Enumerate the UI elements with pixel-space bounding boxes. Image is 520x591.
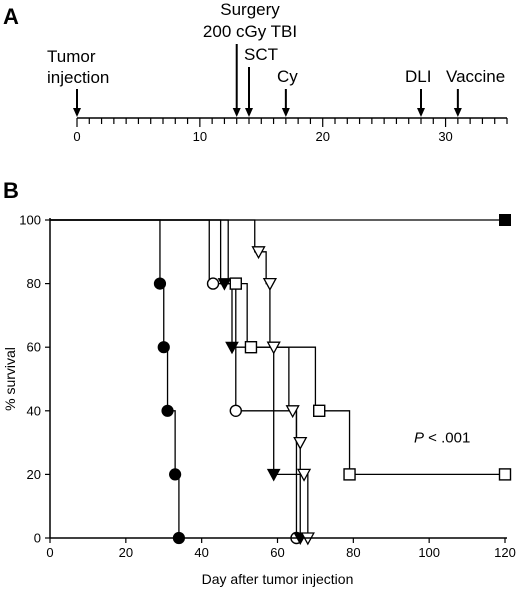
data-point-filled-triangle bbox=[217, 278, 232, 291]
event-label: DLI bbox=[405, 67, 431, 86]
x-tick-label: 0 bbox=[46, 545, 53, 560]
timeline-tick-label: 10 bbox=[193, 129, 207, 144]
data-point-filled-circle bbox=[169, 468, 182, 481]
survival-chart: 0 20 40 60 80 100 120 0 20 40 60 80 100 Day after tu… bbox=[2, 213, 516, 588]
y-tick-label: 80 bbox=[27, 276, 41, 291]
data-point-filled-circle bbox=[157, 341, 170, 354]
timeline-tick-label: 30 bbox=[438, 129, 452, 144]
event-label: Cy bbox=[277, 67, 298, 86]
data-point-open-triangle bbox=[266, 341, 281, 355]
data-point-open-triangle bbox=[296, 468, 312, 482]
data-point-filled-triangle bbox=[266, 468, 281, 482]
x-tick-label: 80 bbox=[346, 545, 360, 560]
data-point-open-square bbox=[313, 404, 326, 417]
survival-step-line bbox=[50, 219, 180, 538]
event-label: Surgery bbox=[220, 0, 280, 19]
data-point-open-circle bbox=[229, 404, 242, 417]
event-arrow-head bbox=[232, 108, 241, 117]
x-axis-label: Day after tumor injection bbox=[202, 571, 354, 587]
x-tick-label: 100 bbox=[418, 545, 440, 560]
y-tick-label: 100 bbox=[19, 213, 41, 228]
data-point-open-square bbox=[229, 277, 242, 290]
x-tick-label: 40 bbox=[194, 545, 208, 560]
axis-ticks: 0 20 40 60 80 100 120 0 20 40 60 80 100 bbox=[19, 213, 516, 561]
survival-step-line bbox=[50, 219, 298, 538]
event-arrow-head bbox=[73, 108, 81, 117]
p-symbol: P bbox=[414, 430, 424, 447]
p-value: < .001 bbox=[424, 430, 470, 447]
timeline-panel: 0 10 20 30 Tumor injection Surgery 200 cGy TBI S… bbox=[47, 0, 508, 144]
event-label: injection bbox=[47, 68, 109, 87]
event-arrow-head bbox=[453, 108, 462, 117]
data-point-filled-triangle bbox=[225, 341, 239, 355]
x-tick-label: 60 bbox=[270, 545, 284, 560]
event-arrow-head bbox=[245, 108, 253, 117]
survival-step-line bbox=[50, 219, 301, 538]
event-arrow-head bbox=[281, 108, 290, 117]
data-point-open-square bbox=[343, 468, 356, 481]
panel-a-label: A bbox=[3, 4, 19, 29]
event-label: Vaccine bbox=[446, 67, 505, 86]
y-tick-label: 60 bbox=[27, 340, 41, 355]
event-label: 200 cGy TBI bbox=[203, 22, 297, 41]
data-point-filled-circle bbox=[153, 277, 167, 290]
event-label: SCT bbox=[244, 45, 278, 64]
data-point-open-triangle bbox=[251, 246, 266, 260]
y-axis-label: % survival bbox=[2, 347, 18, 411]
data-point-open-square bbox=[498, 468, 512, 481]
data-point-open-triangle bbox=[293, 436, 308, 450]
survival-curves bbox=[50, 214, 512, 546]
p-value-annotation: P < .001 bbox=[414, 430, 470, 447]
y-tick-label: 40 bbox=[27, 403, 41, 418]
data-point-open-triangle bbox=[262, 277, 278, 291]
data-point-filled-square bbox=[499, 214, 511, 226]
timeline-tick-label: 20 bbox=[315, 129, 329, 144]
panel-b-label: B bbox=[3, 178, 19, 203]
data-point-open-triangle bbox=[285, 405, 300, 419]
data-point-open-circle bbox=[206, 277, 220, 290]
y-tick-label: 20 bbox=[27, 467, 41, 482]
data-point-open-square bbox=[244, 341, 258, 354]
y-tick-label: 0 bbox=[34, 531, 41, 546]
event-arrow-head bbox=[417, 108, 425, 117]
data-point-filled-circle bbox=[161, 404, 174, 417]
x-tick-label: 120 bbox=[494, 545, 516, 560]
event-label: Tumor bbox=[47, 47, 96, 66]
x-tick-label: 20 bbox=[119, 545, 133, 560]
timeline-tick-label: 0 bbox=[73, 129, 80, 144]
